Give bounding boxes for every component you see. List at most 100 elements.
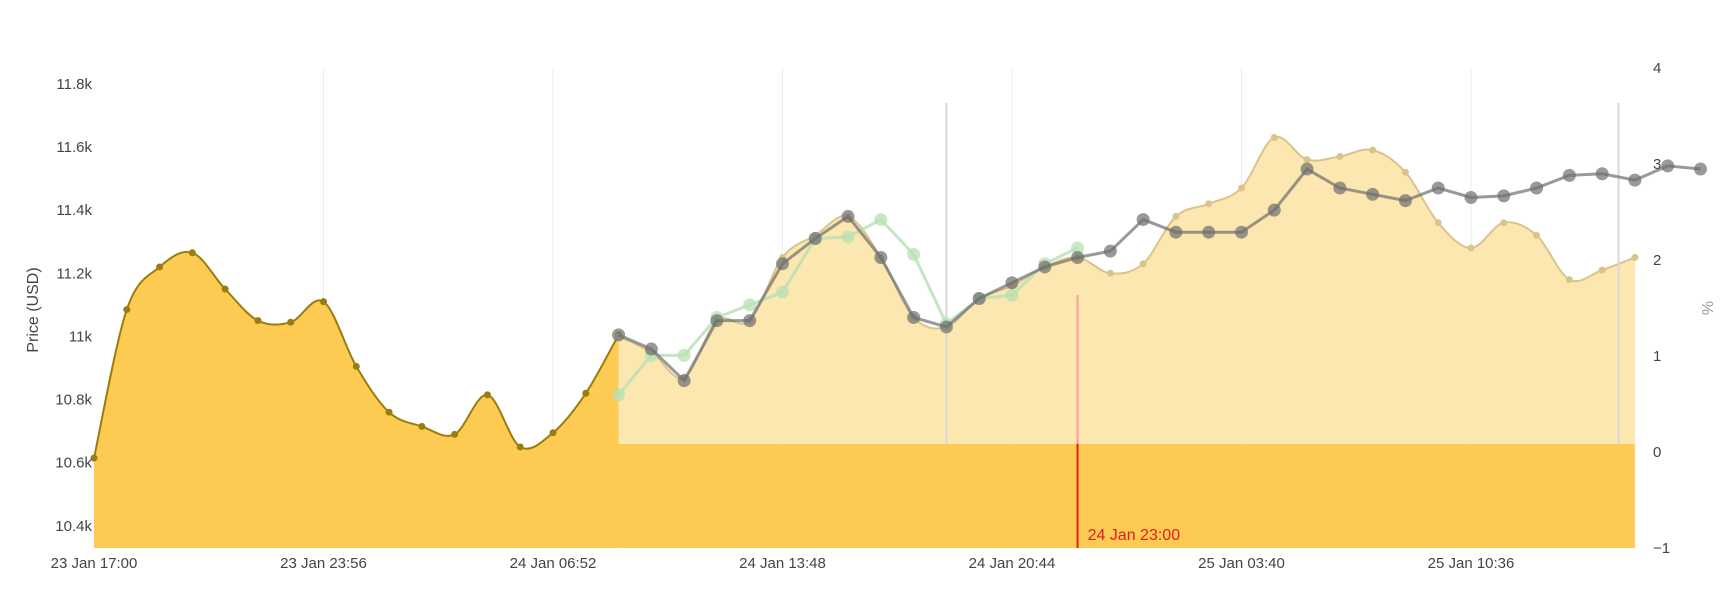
dark-point	[1038, 260, 1052, 274]
forecast-point	[1533, 231, 1541, 239]
dark-point	[1694, 162, 1707, 176]
forecast-area	[615, 103, 1639, 444]
forecast-point	[1238, 184, 1245, 192]
forecast-point	[1336, 152, 1344, 160]
dark-point	[907, 310, 921, 324]
forecast-point	[1401, 168, 1409, 176]
dark-point	[743, 314, 757, 328]
dark-point	[1497, 189, 1511, 203]
forecast-point	[1270, 133, 1278, 141]
dark-point	[1661, 159, 1675, 173]
historical-point	[582, 389, 590, 397]
dark-point	[1530, 181, 1544, 195]
historical-point	[385, 408, 393, 416]
x-tick-label: 25 Jan 10:36	[1428, 555, 1515, 572]
historical-point	[156, 263, 164, 271]
y2-tick-label: 1	[1653, 348, 1661, 365]
dark-point	[1267, 203, 1281, 217]
current-time-marker: 24 Jan 23:00	[1076, 295, 1180, 548]
dark-point	[1005, 276, 1019, 290]
historical-point	[221, 285, 229, 293]
forecast-point	[1369, 146, 1377, 154]
y2-tick-label: 2	[1653, 252, 1661, 269]
green-point	[776, 285, 789, 299]
x-tick-label: 25 Jan 03:40	[1198, 555, 1285, 572]
dark-point	[1398, 194, 1412, 208]
y-tick-label: 11k	[69, 328, 93, 345]
y2-axis-ticks: −1 0 1 2 3 4	[1653, 60, 1670, 557]
green-point	[677, 348, 691, 362]
dark-point	[972, 292, 986, 306]
dark-point	[808, 232, 822, 246]
dark-point	[1202, 225, 1216, 239]
forecast-point	[1205, 200, 1213, 208]
dark-point	[874, 250, 888, 264]
y2-tick-label: 3	[1653, 156, 1661, 173]
forecast-point	[1467, 244, 1475, 252]
dark-point	[710, 314, 724, 328]
forecast-point	[1172, 212, 1180, 220]
green-point	[1005, 288, 1019, 302]
baseline-band	[618, 443, 1635, 548]
y-axis-ticks: 10.4k 10.6k 10.8k 11k 11.2k 11.4k 11.6k 11.8k	[55, 76, 92, 535]
historical-point	[188, 249, 196, 257]
historical-point	[549, 429, 557, 437]
historical-point	[90, 454, 98, 462]
dark-point	[1169, 225, 1183, 239]
dark-series	[612, 159, 1707, 388]
historical-point	[418, 422, 426, 430]
y-tick-label: 11.2k	[56, 265, 92, 282]
dark-point	[644, 342, 658, 356]
dark-point	[1431, 181, 1445, 195]
x-tick-label: 24 Jan 20:44	[969, 555, 1056, 572]
green-point	[1071, 241, 1085, 255]
x-tick-label: 23 Jan 17:00	[51, 555, 138, 572]
historical-point	[287, 318, 295, 326]
historical-point	[483, 391, 491, 399]
historical-point	[516, 443, 524, 451]
y-tick-label: 10.4k	[55, 518, 92, 535]
y2-tick-label: −1	[1653, 540, 1670, 557]
y-tick-label: 10.8k	[55, 392, 92, 409]
y-tick-label: 11.4k	[56, 202, 92, 219]
forecast-point	[1565, 276, 1573, 284]
forecast-point	[1106, 269, 1114, 277]
y2-tick-label: 4	[1653, 60, 1661, 77]
green-point	[743, 298, 757, 312]
x-tick-label: 23 Jan 23:56	[280, 555, 367, 572]
historical-point	[320, 298, 327, 306]
dark-point	[1071, 250, 1085, 264]
y-tick-label: 11.6k	[56, 139, 92, 156]
dark-point	[1464, 190, 1478, 204]
dark-point	[1595, 167, 1609, 181]
dark-point	[1366, 187, 1380, 201]
y-axis-title: Price (USD)	[25, 267, 42, 352]
dark-point	[841, 209, 855, 223]
dark-point	[1235, 225, 1248, 239]
dark-point	[677, 374, 691, 388]
y2-tick-label: 0	[1653, 444, 1661, 461]
green-point	[874, 213, 888, 227]
dark-point	[1628, 173, 1642, 187]
forecast-point	[1139, 260, 1147, 268]
historical-area	[90, 249, 1635, 548]
dark-point	[1103, 244, 1117, 258]
forecast-point	[1500, 219, 1508, 227]
historical-point	[254, 317, 262, 325]
x-tick-label: 24 Jan 13:48	[739, 555, 826, 572]
dark-point	[1333, 181, 1347, 195]
green-point	[841, 230, 855, 244]
dark-point	[1136, 213, 1150, 227]
dark-point	[1562, 168, 1576, 182]
forecast-fill	[618, 136, 1635, 444]
green-point	[612, 388, 626, 402]
x-axis-ticks: 23 Jan 17:00 23 Jan 23:56 24 Jan 06:52 24 J…	[51, 555, 1515, 572]
historical-line	[93, 250, 620, 459]
dark-point	[1300, 162, 1314, 176]
historical-point	[352, 362, 360, 370]
forecast-point	[1598, 266, 1606, 274]
y2-axis-title: %	[1698, 301, 1715, 315]
historical-point	[123, 306, 131, 314]
x-tick-label: 24 Jan 06:52	[510, 555, 597, 572]
